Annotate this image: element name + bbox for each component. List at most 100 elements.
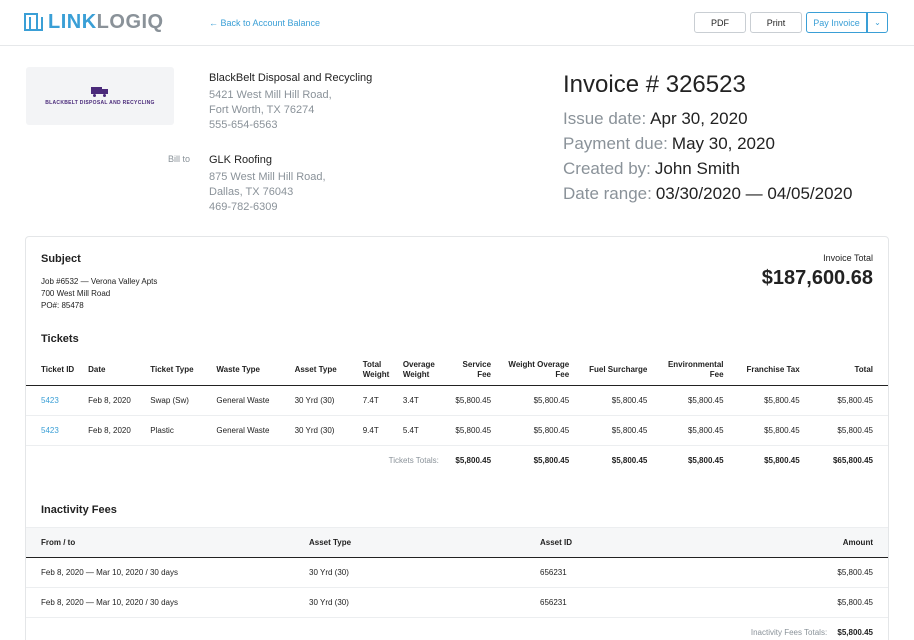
table-cell: Feb 8, 2020 (84, 415, 147, 446)
table-cell: Feb 8, 2020 — Mar 10, 2020 / 30 days (26, 587, 305, 618)
invoice-title: Invoice # 326523 (563, 71, 746, 98)
column-header[interactable]: Amount (842, 537, 873, 547)
bill-to-address: GLK Roofing 875 West Mill Hill Road, Dal… (209, 153, 326, 215)
tickets-totals-label: Tickets Totals: (388, 455, 439, 465)
column-header[interactable]: Asset Type (309, 537, 352, 547)
vendor-address: BlackBelt Disposal and Recycling 5421 We… (209, 71, 372, 133)
invoice-total-label: Invoice Total (823, 253, 873, 263)
tickets-header-row: Ticket ID Date Ticket Type Waste Type As… (26, 355, 888, 385)
bill-to-address-line2: Dallas, TX 76043 (209, 186, 294, 198)
table-cell: 3.4T (398, 385, 443, 416)
vendor-name: BlackBelt Disposal and Recycling (209, 72, 373, 84)
table-cell: 5.4T (398, 415, 443, 446)
vendor-logo: BLACKBELT DISPOSAL AND RECYCLING (26, 67, 174, 125)
top-bar: LINKLOGIQ ← Back to Account Balance PDF … (0, 0, 914, 46)
table-cell: $5,800.45 (495, 415, 574, 446)
invoice-details-card: Subject Job #6532 — Verona Valley Apts 7… (25, 236, 889, 640)
column-header[interactable]: Total Weight (362, 359, 390, 379)
table-cell: General Waste (212, 415, 291, 446)
inactivity-fees-heading: Inactivity Fees (41, 504, 117, 516)
table-cell: $5,800.45 (803, 415, 888, 446)
created-by: Created by: John Smith (563, 159, 740, 178)
column-header[interactable]: Ticket ID (41, 364, 75, 374)
issue-date: Issue date: Apr 30, 2020 (563, 109, 748, 128)
table-cell: Plastic (146, 415, 213, 446)
table-cell: $5,800.45 (803, 385, 888, 416)
app-logo[interactable]: LINKLOGIQ (24, 11, 164, 34)
table-cell: $5,800.45 (651, 385, 728, 416)
tickets-heading: Tickets (41, 333, 79, 345)
table-cell: 656231 (536, 557, 736, 588)
table-row: Feb 8, 2020 — Mar 10, 2020 / 30 days 30 … (26, 587, 888, 618)
table-cell: 7.4T (358, 385, 399, 416)
inactivity-fees-table: From / to Asset Type Asset ID Amount Feb… (26, 527, 888, 618)
column-header[interactable]: Fuel Surcharge (589, 364, 648, 374)
column-header[interactable]: Asset Type (294, 364, 337, 374)
vendor-logo-text: BLACKBELT DISPOSAL AND RECYCLING (45, 100, 155, 106)
pay-options-dropdown-button[interactable]: ⌄ (867, 12, 888, 33)
table-row: 5423 Feb 8, 2020 Swap (Sw) General Waste… (26, 385, 888, 416)
table-cell: Swap (Sw) (146, 385, 213, 416)
inactivity-totals-label: Inactivity Fees Totals: (750, 628, 828, 637)
table-row: 5423 Feb 8, 2020 Plastic General Waste 3… (26, 415, 888, 446)
bill-to-label: Bill to (168, 154, 191, 164)
vendor-phone: 555-654-6563 (209, 119, 278, 131)
table-cell: General Waste (212, 385, 291, 416)
subject-address: 700 West Mill Road (41, 289, 111, 298)
chevron-down-icon: ⌄ (874, 18, 881, 27)
table-cell: Feb 8, 2020 — Mar 10, 2020 / 30 days (26, 557, 305, 588)
pay-invoice-button[interactable]: Pay Invoice (806, 12, 867, 33)
subject-heading: Subject (41, 253, 81, 265)
column-header[interactable]: Asset ID (540, 537, 573, 547)
table-cell: Feb 8, 2020 (84, 385, 147, 416)
table-cell: 30 Yrd (30) (290, 415, 359, 446)
table-cell: 656231 (536, 587, 736, 618)
column-header[interactable]: Total (854, 364, 873, 374)
print-button[interactable]: Print (750, 12, 802, 33)
logo-wordmark: LINKLOGIQ (48, 11, 164, 33)
bill-to-name: GLK Roofing (209, 154, 272, 166)
subject-details: Job #6532 — Verona Valley Apts 700 West … (41, 276, 157, 312)
table-cell: 30 Yrd (30) (290, 385, 359, 416)
ticket-id-link[interactable]: 5423 (26, 385, 85, 416)
tickets-table: Ticket ID Date Ticket Type Waste Type As… (26, 355, 888, 475)
logo-mark-icon (24, 12, 44, 33)
column-header[interactable]: Weight Overage Fee (508, 359, 570, 379)
table-cell: $5,800.45 (727, 415, 804, 446)
subject-job: Job #6532 — Verona Valley Apts (41, 277, 158, 286)
ticket-id-link[interactable]: 5423 (26, 415, 85, 446)
table-cell: 30 Yrd (30) (305, 587, 536, 618)
column-header[interactable]: Waste Type (216, 364, 260, 374)
table-cell: $5,800.45 (727, 385, 804, 416)
table-cell: $5,800.45 (573, 415, 652, 446)
inactivity-fees-totals: Inactivity Fees Totals: $5,800.45 (751, 628, 873, 637)
vendor-address-line1: 5421 West Mill Hill Road, (209, 89, 332, 101)
column-header[interactable]: From / to (41, 537, 76, 547)
table-cell: $5,800.45 (736, 587, 888, 618)
tickets-totals-row: Tickets Totals: $5,800.45 $5,800.45 $5,8… (26, 445, 888, 475)
column-header[interactable]: Ticket Type (150, 364, 194, 374)
table-cell: $5,800.45 (651, 415, 728, 446)
subject-po: PO#: 85478 (41, 301, 84, 310)
table-cell: $5,800.45 (736, 557, 888, 588)
inactivity-header-row: From / to Asset Type Asset ID Amount (26, 527, 888, 558)
invoice-total-value: $187,600.68 (761, 267, 873, 289)
column-header[interactable]: Environmental Fee (667, 359, 724, 379)
column-header[interactable]: Overage Weight (402, 359, 435, 379)
totals-cell: $5,800.45 (687, 455, 724, 465)
totals-cell: $5,800.45 (764, 455, 800, 465)
inactivity-totals-value: $5,800.45 (837, 628, 873, 637)
column-header[interactable]: Date (88, 364, 106, 374)
table-cell: $5,800.45 (442, 415, 496, 446)
pdf-button[interactable]: PDF (694, 12, 746, 33)
column-header[interactable]: Service Fee (462, 359, 492, 379)
date-range: Date range: 03/30/2020 — 04/05/2020 (563, 184, 853, 203)
totals-cell: $5,800.45 (611, 455, 648, 465)
truck-icon (91, 86, 109, 97)
table-cell: $5,800.45 (495, 385, 574, 416)
column-header[interactable]: Franchise Tax (746, 364, 800, 374)
back-to-account-balance-link[interactable]: ← Back to Account Balance (209, 18, 321, 28)
table-cell: $5,800.45 (442, 385, 496, 416)
payment-due: Payment due: May 30, 2020 (563, 134, 775, 153)
vendor-address-line2: Fort Worth, TX 76274 (209, 104, 315, 116)
